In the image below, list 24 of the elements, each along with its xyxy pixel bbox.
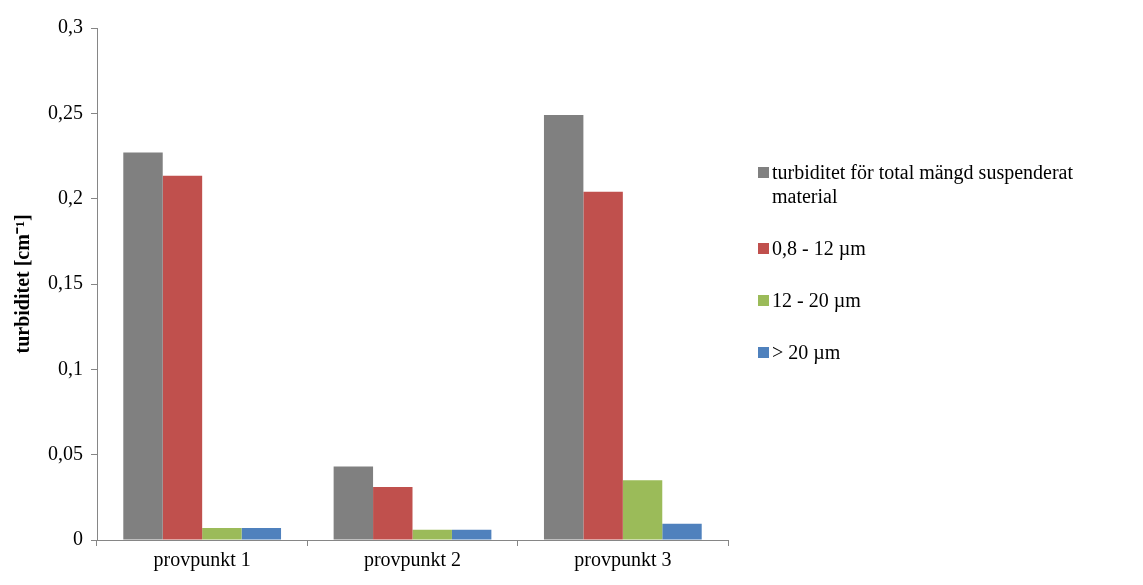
legend-label: turbiditet för total mängd suspenderat material <box>772 160 1075 208</box>
y-axis-title: turbiditet [cm⁻¹] <box>11 214 34 354</box>
x-tick-label: provpunkt 3 <box>574 548 672 572</box>
y-tick-label: 0,15 <box>48 271 83 294</box>
y-tick-label: 0 <box>73 527 83 550</box>
x-tick-label: provpunkt 2 <box>363 548 462 572</box>
legend-label: > 20 µm <box>772 340 841 364</box>
bar <box>662 523 702 540</box>
bar <box>583 191 623 540</box>
bar <box>373 487 413 540</box>
x-tick-label: provpunkt 1 <box>153 548 251 572</box>
bar <box>622 480 663 540</box>
legend-label: 0,8 - 12 µm <box>772 236 866 260</box>
bar <box>202 528 242 540</box>
bar <box>241 528 282 540</box>
bar <box>412 529 452 540</box>
y-tick-label: 0,1 <box>58 356 83 379</box>
y-tick-label: 0,25 <box>48 100 83 123</box>
y-tick-label: 0,05 <box>48 441 83 464</box>
legend-label: 12 - 20 µm <box>772 288 861 312</box>
bar <box>451 529 492 540</box>
bar <box>162 175 203 540</box>
y-tick-label: 0,3 <box>58 15 83 38</box>
y-tick-label: 0,2 <box>58 185 83 208</box>
